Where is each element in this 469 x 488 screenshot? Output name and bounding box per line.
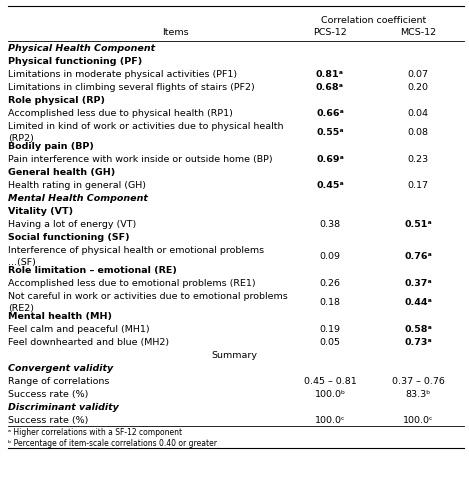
Text: 0.08: 0.08 [408,128,429,137]
Text: Feel downhearted and blue (MH2): Feel downhearted and blue (MH2) [8,338,169,347]
Text: Pain interference with work inside or outside home (BP): Pain interference with work inside or ou… [8,155,272,164]
Text: Correlation coefficient: Correlation coefficient [321,16,427,25]
Text: Role limitation – emotional (RE): Role limitation – emotional (RE) [8,266,177,275]
Text: 0.19: 0.19 [319,325,340,334]
Text: (RE2): (RE2) [8,304,34,313]
Text: Limitations in climbing several flights of stairs (PF2): Limitations in climbing several flights … [8,83,255,92]
Text: MCS-12: MCS-12 [400,28,436,37]
Text: Vitality (VT): Vitality (VT) [8,207,73,216]
Text: Mental health (MH): Mental health (MH) [8,312,112,321]
Text: 0.17: 0.17 [408,181,429,190]
Text: Limited in kind of work or activities due to physical health: Limited in kind of work or activities du… [8,122,283,131]
Text: 0.51ᵃ: 0.51ᵃ [404,220,432,229]
Text: Physical functioning (PF): Physical functioning (PF) [8,57,142,66]
Text: 0.37ᵃ: 0.37ᵃ [404,279,432,288]
Text: 100.0ᶜ: 100.0ᶜ [315,416,345,425]
Text: PCS-12: PCS-12 [313,28,347,37]
Text: 100.0ᵇ: 100.0ᵇ [315,390,346,399]
Text: 0.38: 0.38 [319,220,340,229]
Text: Summary: Summary [212,351,257,360]
Text: 0.69ᵃ: 0.69ᵃ [316,155,344,164]
Text: 100.0ᶜ: 100.0ᶜ [403,416,433,425]
Text: 0.45 – 0.81: 0.45 – 0.81 [303,377,356,386]
Text: Interference of physical health or emotional problems: Interference of physical health or emoti… [8,246,264,255]
Text: 0.68ᵃ: 0.68ᵃ [316,83,344,92]
Text: Accomplished less due to physical health (RP1): Accomplished less due to physical health… [8,109,233,118]
Text: Mental Health Component: Mental Health Component [8,194,148,203]
Text: ...(SF): ...(SF) [8,258,36,267]
Text: 0.04: 0.04 [408,109,429,118]
Text: Bodily pain (BP): Bodily pain (BP) [8,142,94,151]
Text: (RP2): (RP2) [8,134,34,143]
Text: Health rating in general (GH): Health rating in general (GH) [8,181,146,190]
Text: Feel calm and peaceful (MH1): Feel calm and peaceful (MH1) [8,325,150,334]
Text: 0.20: 0.20 [408,83,429,92]
Text: Role physical (RP): Role physical (RP) [8,96,105,105]
Text: Success rate (%): Success rate (%) [8,416,88,425]
Text: Discriminant validity: Discriminant validity [8,403,119,412]
Text: General health (GH): General health (GH) [8,168,115,177]
Text: 0.26: 0.26 [319,279,340,288]
Text: Accomplished less due to emotional problems (RE1): Accomplished less due to emotional probl… [8,279,256,288]
Text: 0.07: 0.07 [408,70,429,79]
Text: 0.37 – 0.76: 0.37 – 0.76 [392,377,445,386]
Text: ᵇ Percentage of item-scale correlations 0.40 or greater: ᵇ Percentage of item-scale correlations … [8,439,217,448]
Text: 0.23: 0.23 [408,155,429,164]
Text: 0.44ᵃ: 0.44ᵃ [404,298,432,307]
Text: 0.55ᵃ: 0.55ᵃ [316,128,344,137]
Text: 0.09: 0.09 [319,252,340,261]
Text: 0.58ᵃ: 0.58ᵃ [404,325,432,334]
Text: 0.76ᵃ: 0.76ᵃ [404,252,432,261]
Text: 0.73ᵃ: 0.73ᵃ [404,338,432,347]
Text: Having a lot of energy (VT): Having a lot of energy (VT) [8,220,136,229]
Text: 0.18: 0.18 [319,298,340,307]
Text: Items: Items [162,28,189,37]
Text: Limitations in moderate physical activities (PF1): Limitations in moderate physical activit… [8,70,237,79]
Text: 83.3ᵇ: 83.3ᵇ [405,390,431,399]
Text: Not careful in work or activities due to emotional problems: Not careful in work or activities due to… [8,292,288,301]
Text: Success rate (%): Success rate (%) [8,390,88,399]
Text: 0.45ᵃ: 0.45ᵃ [316,181,344,190]
Text: Range of correlations: Range of correlations [8,377,109,386]
Text: 0.05: 0.05 [319,338,340,347]
Text: ᵃ Higher correlations with a SF-12 component: ᵃ Higher correlations with a SF-12 compo… [8,428,182,437]
Text: Social functioning (SF): Social functioning (SF) [8,233,129,242]
Text: 0.81ᵃ: 0.81ᵃ [316,70,344,79]
Text: 0.66ᵃ: 0.66ᵃ [316,109,344,118]
Text: Convergent validity: Convergent validity [8,364,113,373]
Text: Physical Health Component: Physical Health Component [8,44,155,53]
